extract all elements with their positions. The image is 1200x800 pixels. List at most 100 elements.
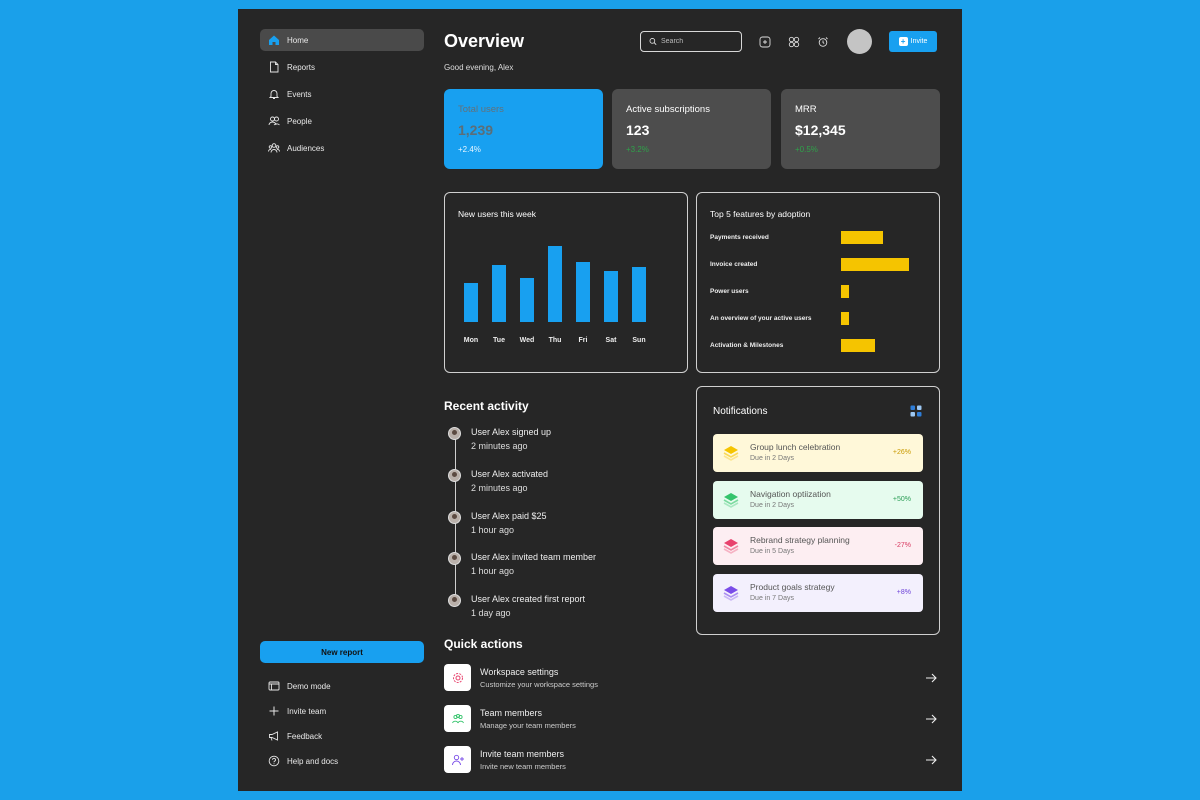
notifications-panel: Notifications Group lunch celebration Due… [696,386,940,635]
layers-icon [723,492,739,508]
notification-title: Product goals strategy [750,581,835,592]
sidebar-item-feedback[interactable]: Feedback [260,725,424,747]
apps-icon[interactable] [910,405,922,417]
quick-actions-title: Quick actions [444,637,523,651]
chart-title: Top 5 features by adoption [710,209,811,219]
sidebar-item-label: Demo mode [287,681,331,691]
notification-due: Due in 5 Days [750,548,794,555]
document-icon [267,60,281,74]
feature-row: An overview of your active users [710,312,920,325]
feature-bar [841,312,850,325]
avatar [448,468,461,482]
stat-value: 123 [626,122,650,138]
feature-bar [841,231,884,244]
activity-title: User Alex invited team member [471,552,597,563]
stat-label: Total users [458,104,504,115]
feature-row: Activation & Milestones [710,339,920,352]
chart-x-label: Tue [493,337,505,344]
gear-icon [444,664,471,691]
sidebar-item-label: Reports [287,62,316,72]
new-report-button[interactable]: New report [260,641,424,663]
chart-bar-sun [632,267,646,322]
feature-label: An overview of your active users [710,315,812,322]
feature-label: Activation & Milestones [710,342,784,349]
sidebar-item-help[interactable]: Help and docs [260,750,424,772]
notification-title: Group lunch celebration [750,442,841,452]
window-icon [267,679,281,693]
search-icon [649,38,657,45]
notification-due: Due in 7 Days [750,594,794,602]
avatar [448,510,461,524]
stat-delta: +0.5% [795,145,818,154]
recent-activity-title: Recent activity [444,399,529,413]
notification-title: Rebrand strategy planning [750,535,850,545]
notification-card[interactable]: Rebrand strategy planning Due in 5 Days -2… [713,527,923,565]
sidebar-item-label: Audiences [287,143,325,153]
layers-icon [723,585,739,601]
quick-action-subtitle: Customize your workspace settings [480,680,598,689]
stat-card-active-subscriptions: Active subscriptions 123 +3.2% [612,89,771,169]
arrow-right-icon[interactable] [924,753,938,767]
feature-label: Payments received [710,234,769,241]
sidebar-item-events[interactable]: Events [260,83,424,105]
sidebar-item-label: Home [287,35,309,45]
alarm-icon[interactable] [816,35,830,49]
page-title: Overview [444,31,525,51]
greeting-text: Good evening, Alex [444,63,514,72]
sidebar-item-people[interactable]: People [260,110,424,132]
sidebar-item-home[interactable]: Home [260,29,424,51]
quick-action-item[interactable]: Team members Manage your team members [444,705,938,733]
activity-title: User Alex activated [471,468,549,479]
team-icon [444,705,471,732]
notification-card[interactable]: Product goals strategy Due in 7 Days +8% [713,573,923,612]
chart-x-label: Wed [519,337,535,344]
sidebar-item-reports[interactable]: Reports [260,56,424,78]
notification-card[interactable]: Navigation optiization Due in 2 Days +50% [713,480,923,519]
feature-row: Invoice created [710,258,920,271]
stat-label: MRR [795,104,817,115]
quick-action-item[interactable]: Workspace settings Customize your workspa… [444,664,938,692]
quick-action-subtitle: Invite new team members [480,762,566,771]
activity-title: User Alex paid $25 [471,510,547,521]
quick-action-title: Invite team members [480,749,565,759]
chart-x-label: Mon [463,337,479,344]
sidebar-item-invite-team[interactable]: Invite team [260,700,424,722]
chart-bar-tue [492,265,506,322]
arrow-right-icon[interactable] [924,671,938,685]
layers-icon [723,539,739,554]
search-input[interactable] [661,38,741,45]
chart-x-label: Sun [632,337,646,344]
feature-row: Power users [710,285,920,298]
feature-bar [841,285,850,298]
grid-icon[interactable] [787,35,801,49]
megaphone-icon [267,729,281,743]
sidebar-item-label: Events [287,89,312,99]
search-box[interactable] [640,31,742,52]
arrow-right-icon[interactable] [924,712,938,726]
sidebar-item-label: People [287,116,312,126]
activity-time: 1 hour ago [471,566,515,577]
notification-percent: -27% [894,542,911,549]
home-icon [267,33,281,47]
sidebar-item-label: Feedback [287,731,323,741]
sidebar-item-audiences[interactable]: Audiences [260,137,424,159]
activity-time: 1 day ago [471,608,511,619]
feature-label: Invoice created [710,261,758,268]
notification-card[interactable]: Group lunch celebration Due in 2 Days +26% [713,434,923,472]
sidebar-item-demo-mode[interactable]: Demo mode [260,675,424,697]
stat-value: $12,345 [795,122,846,138]
add-user-icon [444,746,471,773]
notification-title: Navigation optiization [750,488,831,499]
avatar [448,594,461,608]
add-square-icon[interactable] [758,35,772,49]
invite-button[interactable]: + Invite [889,31,937,52]
notification-due: Due in 2 Days [750,501,794,509]
quick-action-item[interactable]: Invite team members Invite new team membe… [444,746,938,774]
user-avatar[interactable] [847,29,872,54]
stat-delta: +3.2% [626,145,649,154]
activity-title: User Alex created first report [471,594,586,605]
chart-bar-sat [604,271,618,322]
new-users-chart-panel: New users this week Mon Tue Wed Thu Fri Sat Su… [444,192,688,373]
notification-percent: +8% [896,588,911,596]
chart-x-label: Sat [605,337,617,344]
